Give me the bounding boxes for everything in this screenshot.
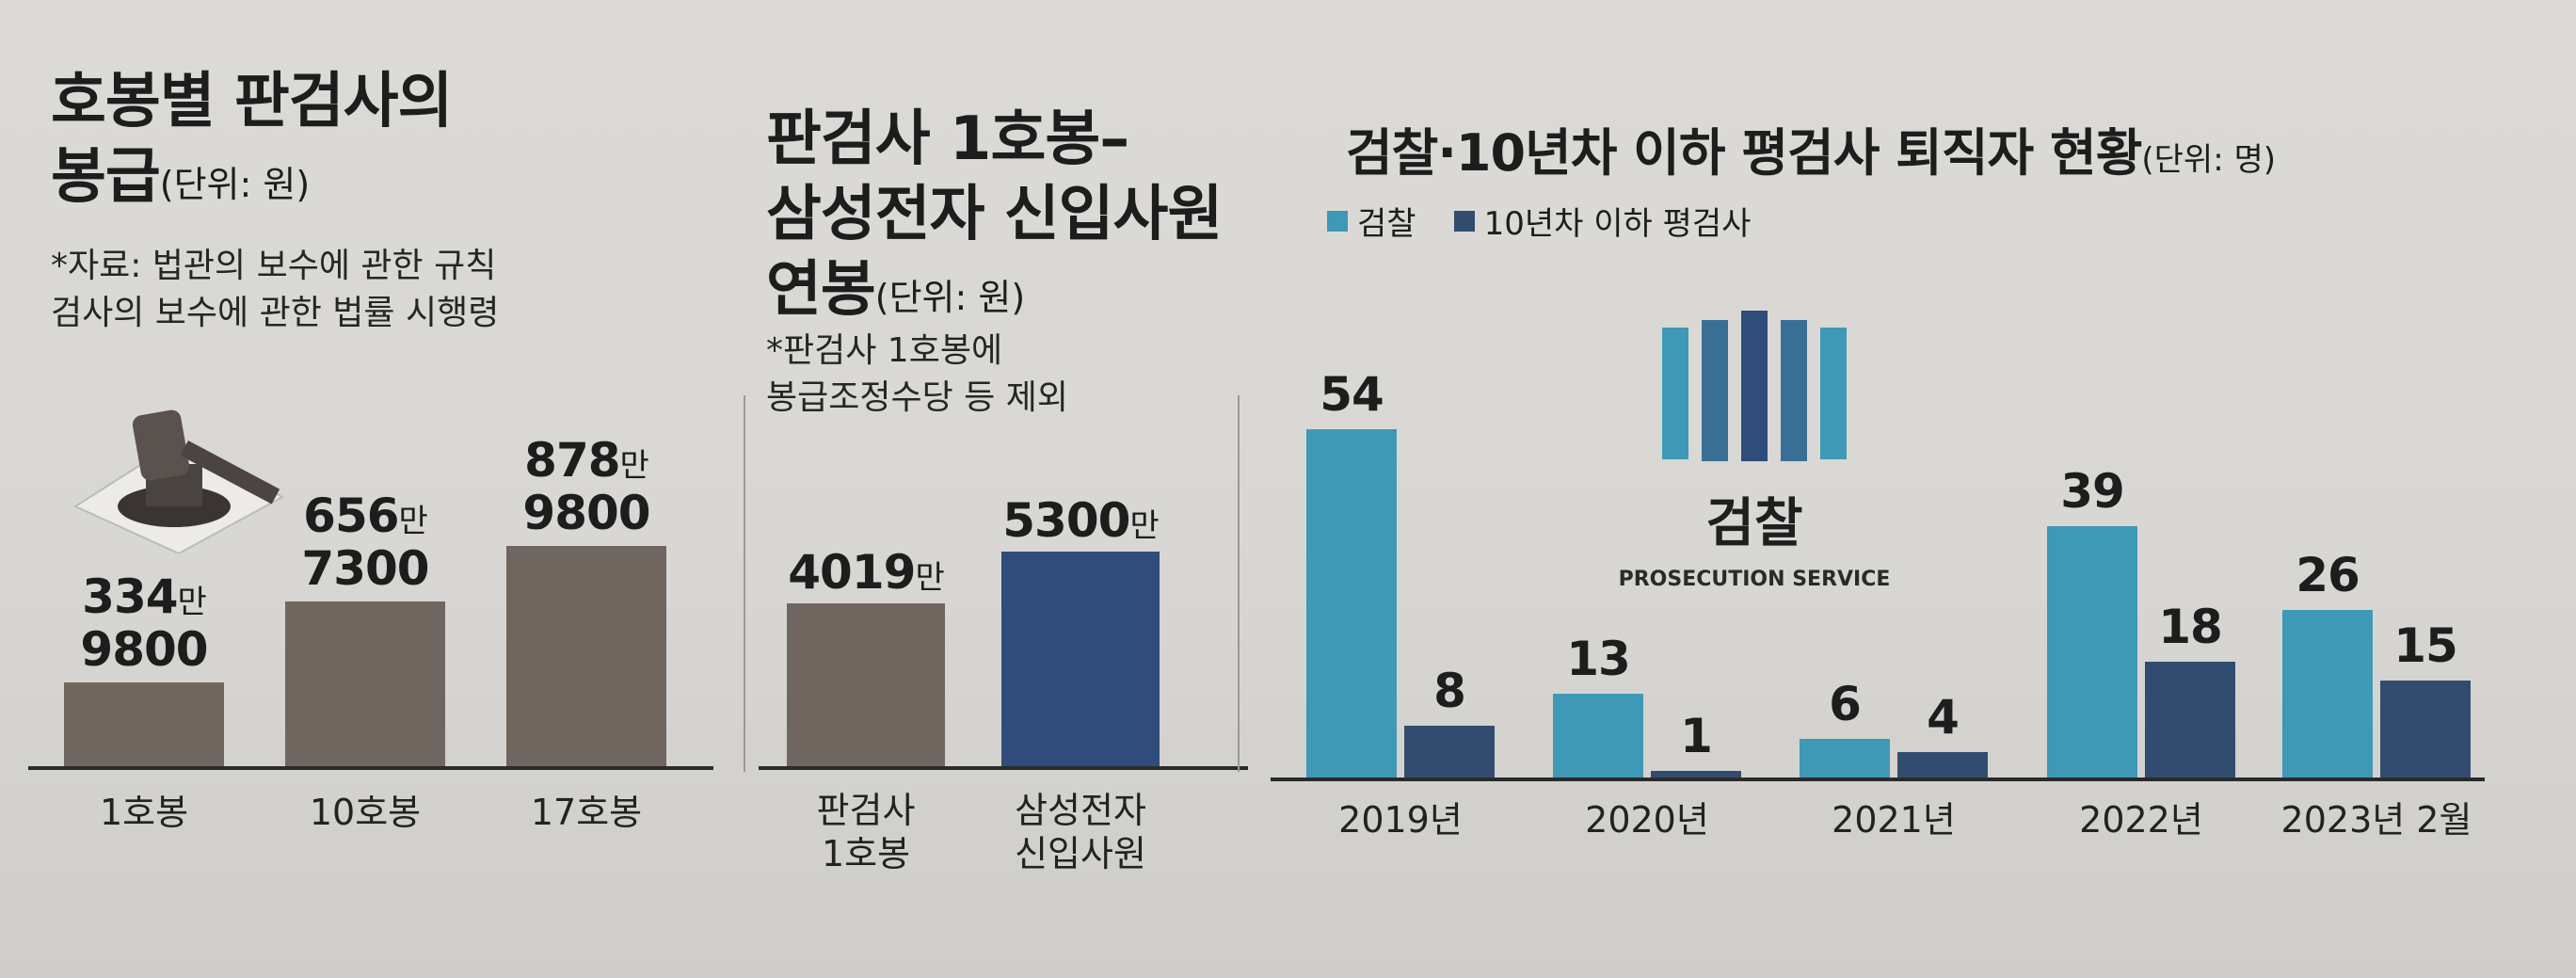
panel3-bar-1-1: [1651, 771, 1741, 778]
panel1-baseline: [28, 766, 713, 770]
panel3-title-text: 검찰·10년차 이하 평검사 퇴직자 현황: [1346, 123, 2142, 183]
panel2-category-line1-1: 삼성전자: [1015, 790, 1146, 831]
panel3-bar-2-1: [1897, 752, 1988, 778]
panel3-title: 검찰·10년차 이하 평검사 퇴직자 현황(단위: 명): [1346, 122, 2276, 191]
divider-2: [1238, 395, 1240, 772]
panel2-title: 판검사 1호봉– 삼성전자 신입사원 연봉(단위: 원): [766, 102, 1223, 335]
panel1-value-label-2: 878만 9800: [488, 437, 685, 537]
panel1-value-bottom-2: 9800: [522, 486, 650, 540]
panel1-value-bottom-1: 7300: [301, 541, 429, 596]
panel1-bar-0: [64, 682, 224, 766]
panel2-category-0: 판검사 1호봉: [768, 789, 964, 875]
panel2-category-line1-0: 판검사: [816, 790, 916, 831]
panel3-baseline: [1271, 778, 2485, 781]
panel2-unit: (단위: 원): [874, 277, 1026, 318]
panel3-value-label-0-0: 54: [1320, 367, 1384, 422]
panel3-bar-0-1: [1404, 726, 1495, 778]
legend: 검찰 10년차 이하 평검사: [1327, 198, 1751, 244]
panel3-bar-2-0: [1800, 739, 1890, 778]
samsung-comparison-panel: 판검사 1호봉– 삼성전자 신입사원 연봉(단위: 원) *판검사 1호봉에 봉…: [753, 36, 1261, 921]
panel3-bar-1-0: [1553, 694, 1643, 778]
legend-swatch-junior: [1453, 210, 1475, 232]
panel1-title-line2: 봉급: [51, 142, 161, 212]
panel2-note: *판검사 1호봉에 봉급조정수당 등 제외: [766, 328, 1068, 422]
panel3-bar-4-0: [2282, 610, 2373, 778]
panel3-bar-0-0: [1306, 429, 1397, 778]
legend-swatch-prosecution: [1327, 210, 1348, 232]
panel2-baseline: [759, 766, 1248, 770]
panel1-note-line2: 검사의 보수에 관한 법률 시행령: [51, 294, 500, 332]
panel3-value-label-1-1: 1: [1680, 709, 1713, 763]
panel1-value-label-1: 656만 7300: [266, 492, 464, 592]
logo-subtext: PROSECUTION SERVICE: [1619, 568, 1891, 591]
panel3-category-4: 2023년 2월: [2280, 799, 2472, 841]
panel3-value-label-4-0: 26: [2296, 548, 2360, 602]
panel3-bar-4-1: [2380, 681, 2471, 778]
panel1-note-line1: *자료: 법관의 보수에 관한 규칙: [51, 247, 497, 285]
panel3-value-label-2-1: 4: [1927, 690, 1960, 745]
panel1-bar-2: [506, 546, 666, 766]
legend-label-prosecution: 검찰: [1357, 205, 1416, 243]
panel2-note-line2: 봉급조정수당 등 제외: [766, 378, 1068, 417]
panel2-category-1: 삼성전자 신입사원: [983, 789, 1178, 875]
panel1-unit: (단위: 원): [159, 164, 311, 205]
panel2-category-line2-0: 1호봉: [821, 833, 911, 874]
panel3-value-label-1-0: 13: [1566, 632, 1631, 686]
panel3-bar-3-1: [2145, 662, 2235, 778]
panel2-value-label-0: 4019만: [788, 545, 944, 600]
panel1-value-bottom-0: 9800: [80, 622, 208, 677]
panel1-source-note: *자료: 법관의 보수에 관한 규칙 검사의 보수에 관한 법률 시행령: [51, 243, 499, 337]
gavel-icon: [72, 409, 285, 553]
panel1-category-0: 1호봉: [99, 792, 189, 833]
panel1-title: 호봉별 판검사의 봉급(단위: 원): [51, 64, 453, 222]
legend-label-junior: 10년차 이하 평검사: [1483, 205, 1752, 243]
panel3-value-label-3-0: 39: [2060, 464, 2125, 519]
panel3-value-label-4-1: 15: [2393, 618, 2458, 673]
panel3-value-label-2-0: 6: [1829, 677, 1862, 731]
panel3-value-label-0-1: 8: [1433, 664, 1466, 718]
panel1-bar-1: [285, 601, 445, 766]
panel2-value-label-1: 5300만: [1002, 493, 1159, 548]
panel1-value-top-2: 878만: [524, 433, 649, 488]
panel3-category-3: 2022년: [2079, 799, 2203, 841]
panel1-value-label-0: 334만 9800: [45, 573, 243, 673]
salary-by-grade-panel: 호봉별 판검사의 봉급(단위: 원) *자료: 법관의 보수에 관한 규칙 검사…: [28, 36, 725, 921]
panel3-category-2: 2021년: [1832, 799, 1956, 841]
panel2-title-line3: 연봉: [766, 255, 876, 325]
panel3-unit: (단위: 명): [2141, 141, 2277, 179]
panel2-title-line1: 판검사 1호봉–: [766, 104, 1129, 174]
panel3-category-0: 2019년: [1338, 799, 1463, 841]
panel2-note-line1: *판검사 1호봉에: [766, 331, 1003, 370]
logo-text: 검찰: [1705, 493, 1802, 554]
panel2-category-line2-1: 신입사원: [1015, 833, 1146, 874]
panel3-bar-3-0: [2047, 526, 2137, 778]
divider-1: [744, 395, 745, 772]
panel1-value-top-0: 334만: [82, 569, 207, 624]
panel3-value-label-3-1: 18: [2158, 600, 2223, 654]
panel1-title-line1: 호봉별 판검사의: [51, 67, 453, 136]
panel2-bar-0: [787, 603, 945, 766]
prosecution-logo: 검찰 PROSECUTION SERVICE: [1619, 311, 1891, 591]
panel1-value-top-1: 656만: [303, 489, 428, 543]
panel1-category-2: 17호봉: [530, 792, 643, 833]
panel2-bar-1: [1001, 552, 1160, 766]
panel3-category-1: 2020년: [1585, 799, 1709, 841]
panel2-title-line2: 삼성전자 신입사원: [766, 180, 1223, 249]
panel1-category-1: 10호봉: [309, 792, 422, 833]
